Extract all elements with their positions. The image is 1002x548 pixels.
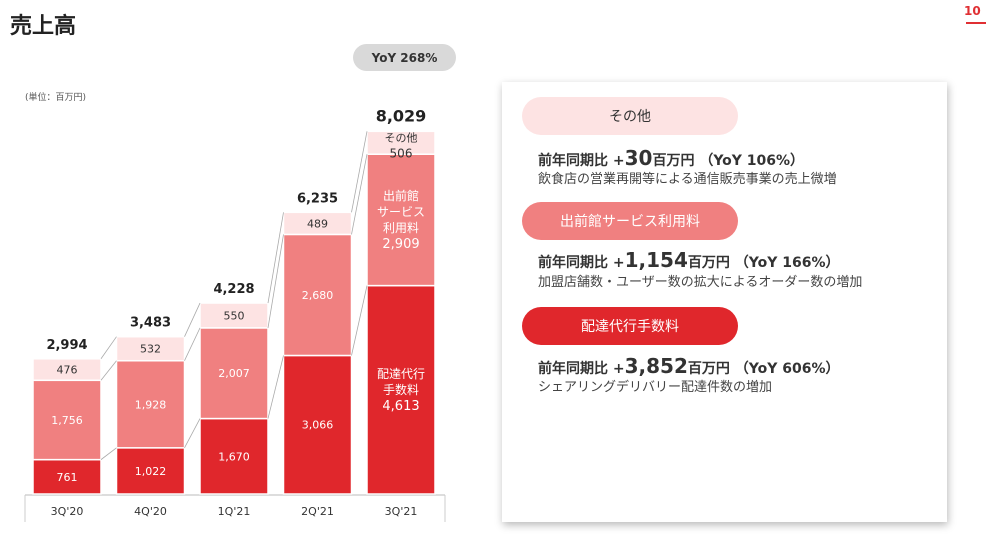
data-label: 476 (57, 364, 78, 377)
stacked-bar-chart: 761 1,756 476 2,994 3Q'20 1,022 1,928 532 3,483 4… (24, 106, 446, 522)
page-number: 10 (964, 4, 981, 18)
connector-line (351, 131, 368, 213)
data-label: 506 (390, 146, 413, 160)
bar-segment (282, 354, 353, 495)
bar-segment (282, 233, 353, 357)
connector-line (184, 418, 201, 449)
connector-line (100, 447, 117, 460)
total-label: 2,994 (46, 338, 87, 353)
bar-segment (199, 417, 269, 495)
stat-service-fee-suffix: 百万円 （YoY 166%） (687, 255, 840, 271)
bar-segment (115, 447, 186, 495)
data-label: 2,007 (218, 367, 250, 380)
desc-delivery-fee: シェアリングデリバリー配達件数の増加 (538, 380, 773, 395)
pill-delivery-fee: 配達代行手数料 (522, 307, 738, 345)
stat-other: 前年同期比 +30百万円 （YoY 106%） (538, 146, 804, 170)
bar-segment (366, 130, 436, 155)
stat-delivery-fee-prefix: 前年同期比 + (538, 361, 625, 377)
stat-other-suffix: 百万円 （YoY 106%） (652, 153, 805, 169)
pill-service-fee: 出前館サービス利用料 (522, 202, 738, 240)
page-number-underline (966, 22, 986, 24)
unit-label: (単位：百万円) (25, 93, 87, 103)
data-label: 2,909 (382, 237, 419, 252)
bar-segment (282, 211, 353, 236)
connector-line (100, 360, 117, 381)
bar-segment (199, 327, 269, 420)
connector-line (267, 212, 284, 304)
bar-segment (32, 358, 102, 382)
segment-label: 手数料 (383, 382, 419, 397)
breakdown-panel: その他 前年同期比 +30百万円 （YoY 106%） 飲食店の営業再開等による… (502, 82, 947, 522)
data-label: 1,756 (51, 414, 83, 427)
bar-segment (32, 458, 102, 495)
data-label: 1,022 (135, 465, 167, 478)
bar-segment (115, 359, 186, 449)
x-tick-label: 3Q'21 (385, 505, 418, 518)
data-label: 550 (224, 309, 245, 322)
stat-delivery-fee-suffix: 百万円 （YoY 606%） (687, 361, 840, 377)
bar-segment (115, 335, 186, 362)
bar-segment (366, 153, 436, 287)
desc-other: 飲食店の営業再開等による通信販売事業の売上微増 (538, 172, 837, 187)
data-label: 4,613 (382, 399, 419, 414)
connector-line (184, 302, 201, 337)
segment-label: サービス (377, 205, 425, 219)
connector-line (267, 355, 284, 419)
connector-line (267, 234, 284, 328)
data-label: 2,680 (302, 289, 334, 302)
data-label: 3,066 (302, 419, 334, 432)
segment-label: 配達代行 (377, 367, 425, 381)
bar-segment (32, 379, 102, 461)
total-label: 4,228 (213, 282, 254, 297)
segment-label: その他 (385, 131, 418, 144)
data-label: 1,670 (218, 450, 250, 463)
x-tick-label: 3Q'20 (51, 505, 84, 518)
stat-service-fee-prefix: 前年同期比 + (538, 255, 625, 271)
x-tick-label: 2Q'21 (301, 505, 334, 518)
stat-other-amount: 30 (624, 146, 653, 170)
data-label: 1,928 (135, 398, 167, 411)
desc-service-fee: 加盟店舗数・ユーザー数の拡大によるオーダー数の増加 (538, 275, 863, 290)
x-tick-label: 4Q'20 (134, 505, 167, 518)
connector-line (351, 154, 368, 235)
stat-service-fee-amount: 1,154 (624, 248, 688, 272)
x-tick-label: 1Q'21 (218, 505, 251, 518)
segment-label: 出前館 (383, 188, 419, 203)
stat-service-fee: 前年同期比 +1,154百万円 （YoY 166%） (538, 248, 839, 272)
stat-other-prefix: 前年同期比 + (538, 153, 625, 169)
stat-delivery-fee: 前年同期比 +3,852百万円 （YoY 606%） (538, 354, 839, 378)
stat-delivery-fee-amount: 3,852 (624, 354, 688, 378)
data-label: 761 (57, 471, 78, 484)
yoy-badge: YoY 268% (353, 44, 456, 71)
data-label: 532 (140, 343, 161, 356)
pill-other: その他 (522, 97, 738, 135)
bar-segment (199, 302, 269, 329)
segment-label: 利用料 (383, 221, 419, 235)
total-label: 8,029 (376, 106, 427, 125)
connector-line (184, 327, 201, 361)
total-label: 3,483 (130, 316, 171, 331)
total-label: 6,235 (297, 191, 338, 206)
connector-line (100, 336, 117, 360)
data-label: 489 (307, 217, 328, 230)
connector-line (351, 285, 368, 356)
page-title: 売上高 (10, 14, 77, 39)
